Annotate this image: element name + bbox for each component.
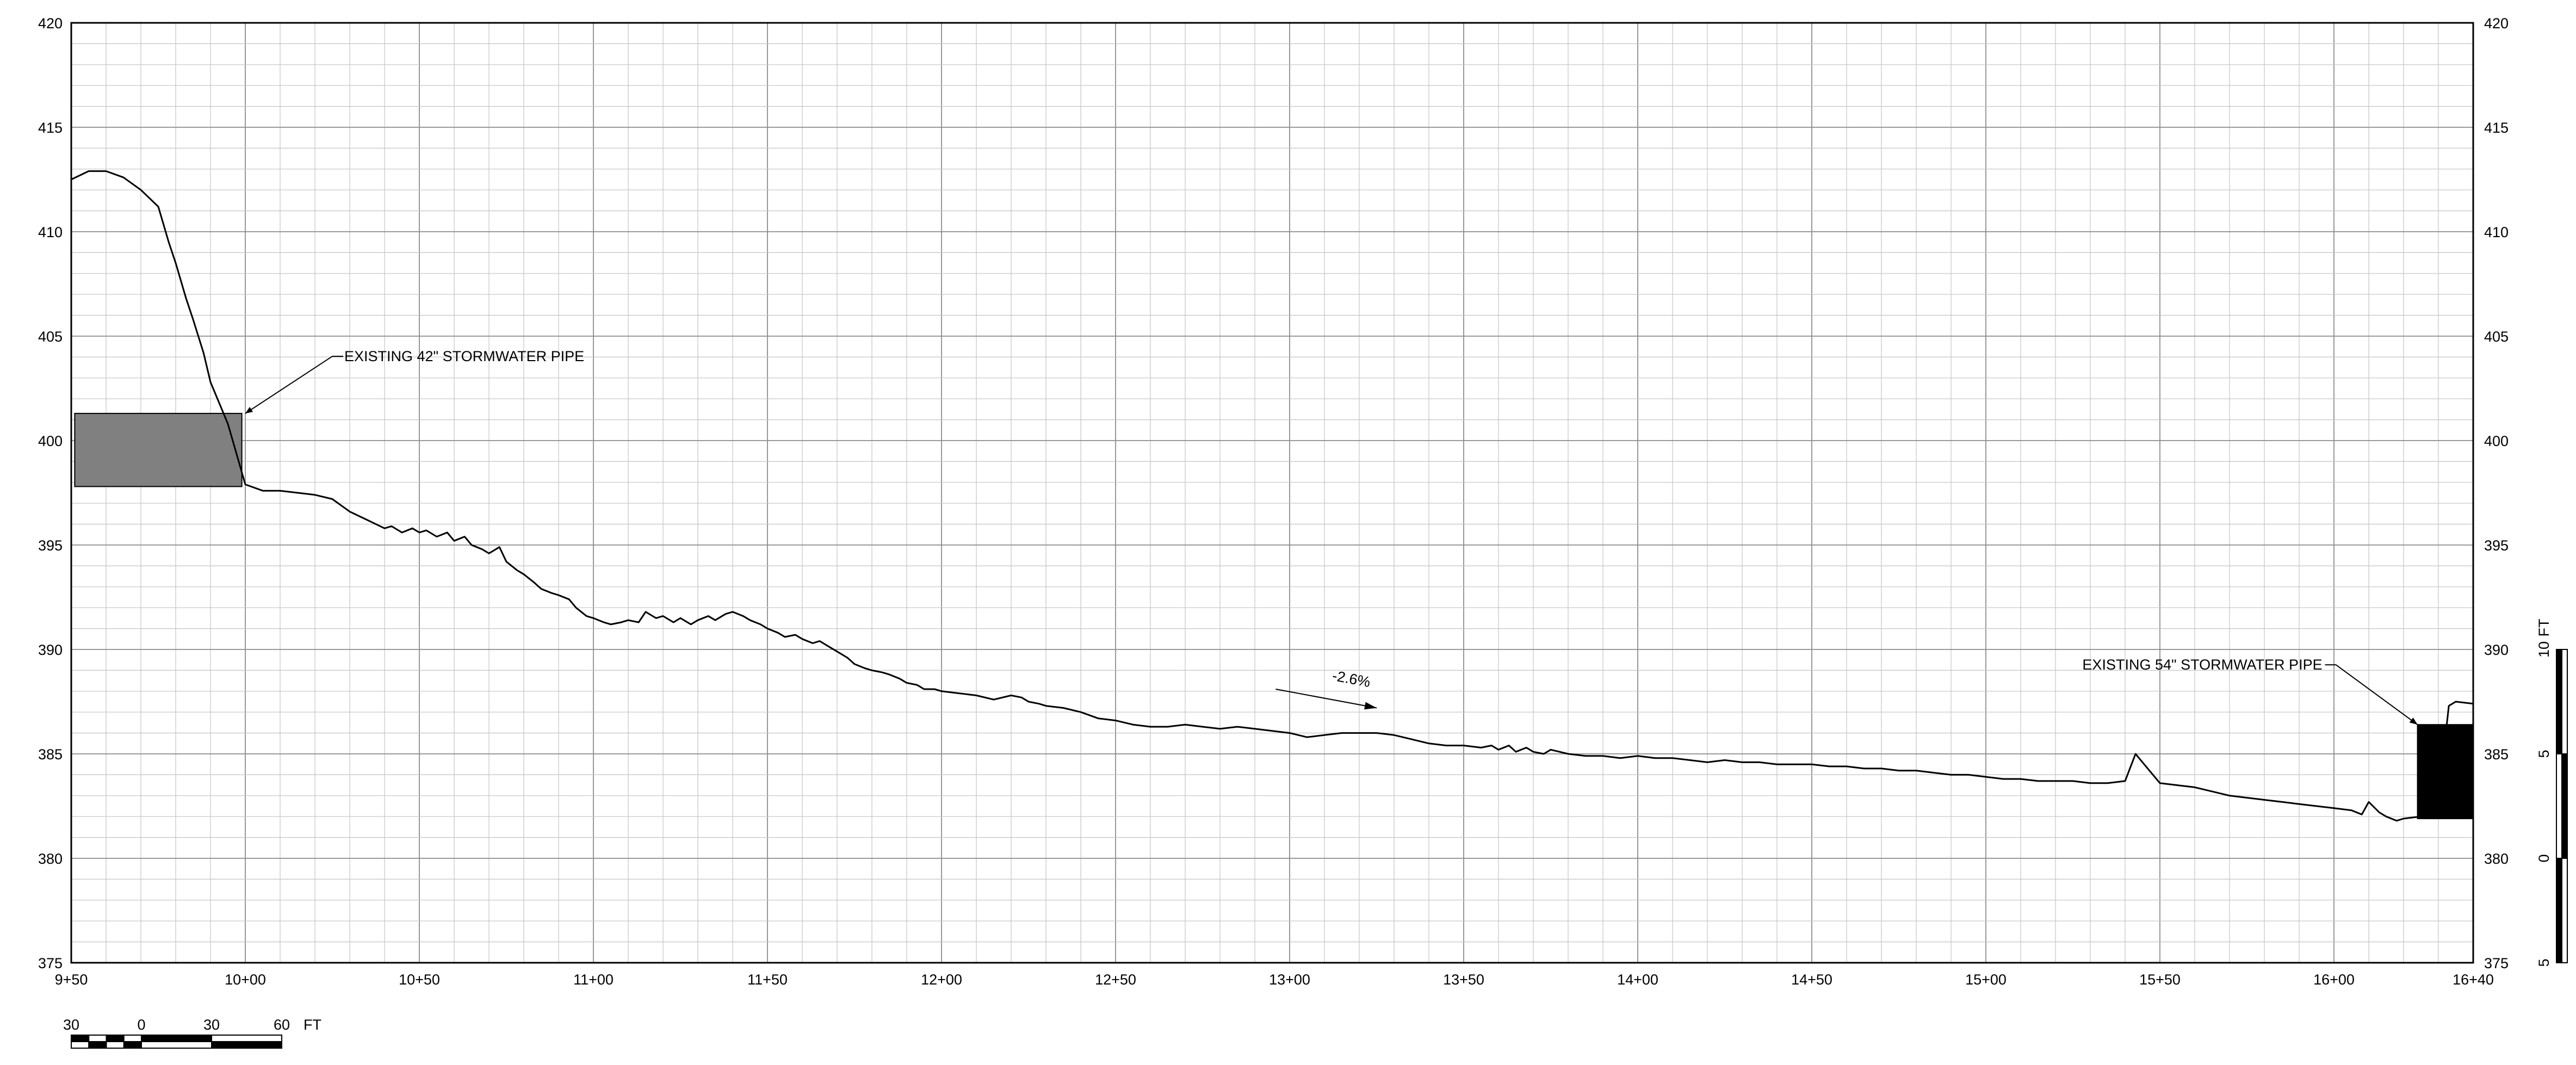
- scale-label: 30: [63, 1017, 79, 1033]
- y-tick-label-left: 410: [38, 224, 63, 240]
- x-tick-label: 11+50: [747, 971, 788, 988]
- vertical-scale-bar: 10 5 0 5 FT: [2536, 619, 2568, 967]
- scale-cell: [71, 1035, 90, 1042]
- y-tick-label-left: 375: [38, 955, 63, 971]
- label-42-pipe: EXISTING 42" STORMWATER PIPE: [344, 348, 584, 364]
- horizontal-scale-bar: 30 0 30 60 FT: [63, 1017, 321, 1049]
- leader-arrowhead: [245, 407, 253, 414]
- y-tick-label-right: 395: [2484, 537, 2509, 554]
- leader-arrowhead: [2409, 717, 2418, 725]
- scale-cell: [141, 1041, 212, 1049]
- y-tick-label-right: 385: [2484, 746, 2509, 763]
- y-tick-label-left: 400: [38, 433, 63, 449]
- pipe-features: [74, 413, 2474, 820]
- x-tick-label: 15+00: [1965, 971, 2007, 988]
- y-tick-label-left: 390: [38, 642, 63, 658]
- scale-cell: [88, 1041, 107, 1049]
- scale-cell: [123, 1041, 142, 1049]
- x-tick-label: 10+00: [225, 971, 266, 988]
- x-tick-label: 12+00: [921, 971, 962, 988]
- leader-54-pipe: [2325, 664, 2418, 726]
- y-tick-label-left: 405: [38, 329, 63, 345]
- leader-42-pipe: [245, 356, 343, 414]
- y-tick-label-left: 415: [38, 120, 63, 136]
- scale-cell: [141, 1035, 212, 1042]
- scale-label: 0: [137, 1017, 145, 1033]
- vscale-unit-label: FT: [2536, 619, 2552, 637]
- x-axis-tick-labels: 9+50 10+00 10+50 11+00 11+50 12+00 12+50 13+00 1…: [55, 971, 2494, 988]
- vscale-cell: [2556, 858, 2562, 963]
- vscale-cell: [2556, 753, 2562, 859]
- existing-42-stormwater-pipe: [74, 413, 243, 487]
- x-tick-label: 16+00: [2313, 971, 2355, 988]
- x-tick-label: 9+50: [55, 971, 88, 988]
- y-tick-label-left: 380: [38, 851, 63, 867]
- y-tick-label-right: 415: [2484, 120, 2509, 136]
- vscale-label: 10: [2536, 641, 2552, 658]
- y-tick-label-right: 375: [2484, 955, 2509, 971]
- profile-frame: [70, 22, 2474, 964]
- y-tick-label-right: 420: [2484, 15, 2509, 32]
- y-tick-label-left: 420: [38, 15, 63, 32]
- ground-profile: [71, 170, 2474, 822]
- scale-unit-label: FT: [304, 1017, 321, 1033]
- y-tick-label-left: 395: [38, 537, 63, 554]
- y-tick-label-left: 385: [38, 746, 63, 763]
- scale-cell: [71, 1041, 90, 1049]
- x-tick-label: 12+50: [1095, 971, 1136, 988]
- scale-cell: [123, 1035, 142, 1042]
- scale-cell: [211, 1035, 282, 1042]
- scale-label: 60: [274, 1017, 290, 1033]
- x-tick-label: 10+50: [399, 971, 440, 988]
- vscale-cell: [2561, 858, 2568, 963]
- y-axis-tick-labels: 375 375 380 380 385 385 390 390 395 395 400 400 405 4…: [38, 15, 2509, 971]
- ground-profile-line: [71, 170, 2474, 822]
- plot-border: [70, 22, 2474, 964]
- x-tick-label: 13+00: [1269, 971, 1310, 988]
- x-tick-label: 13+50: [1443, 971, 1484, 988]
- x-tick-label: 16+40: [2453, 971, 2494, 988]
- slope-arrowhead: [1364, 702, 1377, 710]
- x-tick-label: 14+00: [1617, 971, 1658, 988]
- x-tick-label: 14+50: [1791, 971, 1832, 988]
- scale-cell: [106, 1035, 125, 1042]
- y-tick-label-right: 405: [2484, 329, 2509, 345]
- scale-cell: [211, 1041, 282, 1049]
- vscale-cell: [2556, 649, 2562, 754]
- x-tick-label: 15+50: [2139, 971, 2181, 988]
- vscale-label: 5: [2536, 958, 2552, 967]
- y-tick-label-right: 390: [2484, 642, 2509, 658]
- y-tick-label-right: 410: [2484, 224, 2509, 240]
- vscale-cell: [2561, 649, 2568, 754]
- vscale-label: 0: [2536, 854, 2552, 862]
- label-54-pipe: EXISTING 54" STORMWATER PIPE: [2082, 657, 2322, 673]
- scale-label: 30: [203, 1017, 220, 1033]
- scale-cell: [106, 1041, 125, 1049]
- scale-cell: [88, 1035, 107, 1042]
- y-tick-label-right: 400: [2484, 433, 2509, 449]
- profile-grid: [71, 22, 2474, 963]
- profile-annotations: EXISTING 42" STORMWATER PIPE EXISTING 54"…: [245, 348, 2418, 726]
- y-tick-label-right: 380: [2484, 851, 2509, 867]
- x-tick-label: 11+00: [573, 971, 614, 988]
- vscale-cell: [2561, 753, 2568, 859]
- vscale-label: 5: [2536, 750, 2552, 758]
- slope-label: -2.6%: [1331, 667, 1372, 690]
- slope-arrow-line: [1275, 688, 1377, 709]
